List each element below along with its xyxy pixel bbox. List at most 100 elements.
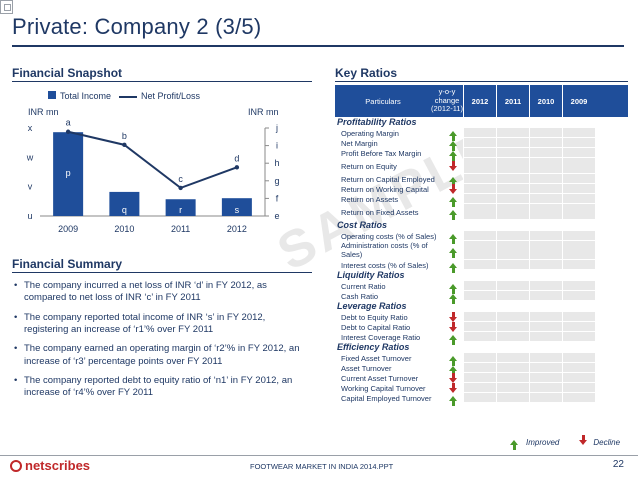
ratio-value-cell [562,281,595,291]
arrow-down-icon [449,372,457,383]
ratio-row: Debt to Equity Ratio [335,311,628,322]
trend-indicator [443,183,463,194]
ratio-value-cell [562,353,595,363]
bar-data-label: q [122,205,127,215]
legend-bar-swatch [48,91,56,99]
ratio-value-cell [463,138,496,148]
arrow-up-icon [449,334,457,345]
y-tick-right-label: e [274,211,279,221]
ratio-value-cell [496,204,529,220]
ratio-value-cell [529,281,562,291]
trend-indicator [443,148,463,161]
arrow-up-icon [449,209,457,220]
y-tick-right-label: g [274,176,279,186]
header-year-2012: 2012 [463,85,496,117]
decline-arrow-icon [579,435,588,445]
ratio-value-cell [463,260,496,270]
ratio-label: Return on Equity [341,161,397,171]
ratio-value-cell [529,312,562,322]
ratio-value-cell [529,231,562,241]
y-tick-right-label: f [276,193,279,203]
snapshot-divider [12,81,312,82]
ratio-value-cell [496,312,529,322]
ratio-value-cell [529,158,562,174]
ratio-group-heading: Leverage Ratios [337,301,407,311]
arrow-up-icon [449,355,457,366]
arrow-down-icon [449,321,457,332]
summary-bullet: The company earned an operating margin o… [14,343,304,368]
ratio-value-cell [463,128,496,138]
total-income-bar [165,199,196,216]
logo-text: netscribes [25,458,91,473]
ratio-row: Interest Coverage Ratio [335,332,628,345]
ratio-value-cell [496,281,529,291]
ratio-label: Operating costs (% of Sales) [341,231,437,241]
bar-data-label: r [179,205,182,215]
ratio-value-cell [529,332,562,342]
ratio-value-cell [562,241,595,260]
ratio-value-cell [529,353,562,363]
arrow-up-icon [449,248,457,258]
x-tick-label: 2009 [58,224,78,234]
ratio-value-cell [562,128,595,138]
ratio-row: Asset Turnover [335,363,628,376]
ratio-value-cell [562,231,595,241]
ratio-value-cell [496,194,529,204]
ratio-value-cell [496,241,529,260]
line-data-label: a [66,118,71,128]
legend-total-income: Total Income [48,91,111,101]
ratio-row: Profit Before Tax Margin [335,148,628,161]
trend-indicator [443,128,463,141]
ratios-header-row: Particulars y-o-y change (2012-11) 2012 … [335,85,628,117]
arrow-down-icon [449,311,457,322]
ratio-value-cell [562,138,595,148]
ratio-label: Working Capital Turnover [341,383,426,393]
ratio-row: Administration costs (% of Sales) [335,241,628,260]
arrow-up-icon [449,150,457,161]
ratio-value-cell [529,174,562,184]
ratio-label: Administration costs (% of Sales) [341,242,428,259]
ratio-value-cell [529,148,562,158]
trend-indicator [443,311,463,322]
ratio-label: Debt to Equity Ratio [341,312,408,322]
ratio-label: Net Margin [341,138,378,148]
ratio-value-cell [496,260,529,270]
net-profit-line [67,130,238,190]
line-data-label: d [234,153,239,163]
ratio-value-cell [463,204,496,220]
bar-data-label: s [235,205,240,215]
ratio-label: Profit Before Tax Margin [341,148,422,158]
ratio-row: Cash Ratio [335,291,628,304]
key-ratios-table: Particulars y-o-y change (2012-11) 2012 … [335,85,628,406]
arrow-up-icon [449,293,457,304]
y-tick-left-label: x [28,123,33,133]
legend-line-swatch [119,95,138,98]
y-tick-left-label: w [26,152,34,162]
ratio-value-cell [463,184,496,194]
trend-indicator [443,332,463,345]
trend-indicator [443,231,463,244]
ratio-row: Return on Equity [335,158,628,174]
ratios-body: Profitability Ratios Operating Margin Net … [335,117,628,406]
ratio-row: Return on Fixed Assets [335,204,628,220]
trend-indicator [443,382,463,393]
ratio-label: Return on Working Capital [341,184,429,194]
ratio-value-cell [463,241,496,260]
ratio-value-cell [463,383,496,393]
ratio-value-cell [529,373,562,383]
page-number: 22 [612,459,624,470]
ratio-value-cell [529,393,562,403]
netscribes-logo: netscribes [10,458,90,473]
ratio-value-cell [562,260,595,270]
ratio-value-cell [562,363,595,373]
ratio-group-heading: Efficiency Ratios [337,342,410,352]
header-year-2010: 2010 [529,85,562,117]
header-year-2009: 2009 [562,85,595,117]
ratio-value-cell [562,174,595,184]
ratio-row: Capital Employed Turnover [335,393,628,406]
ratio-value-cell [463,312,496,322]
trend-indicator [443,241,463,260]
ratio-value-cell [562,184,595,194]
bar-data-label: p [66,168,71,178]
